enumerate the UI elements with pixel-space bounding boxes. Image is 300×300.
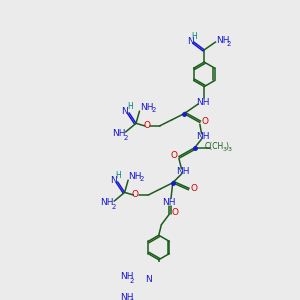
Text: C(CH: C(CH	[204, 142, 224, 152]
Text: 2: 2	[112, 204, 116, 210]
Text: NH: NH	[112, 129, 125, 138]
Text: NH: NH	[216, 36, 229, 45]
Text: ): )	[226, 142, 229, 152]
Text: H: H	[192, 32, 197, 41]
Text: NH: NH	[128, 172, 142, 181]
Text: O: O	[202, 117, 208, 126]
Text: 3: 3	[222, 147, 226, 152]
Text: NH: NH	[100, 198, 114, 207]
Text: 3: 3	[228, 147, 232, 152]
Text: O: O	[172, 208, 179, 217]
Text: NH: NH	[120, 293, 133, 300]
Text: N: N	[121, 106, 128, 116]
Text: N: N	[145, 275, 152, 284]
Text: O: O	[143, 121, 150, 130]
Text: NH: NH	[163, 197, 176, 206]
Text: 2: 2	[226, 41, 231, 47]
Text: 2: 2	[129, 299, 134, 300]
Text: 2: 2	[151, 107, 156, 113]
Text: N: N	[110, 176, 117, 184]
Text: NH: NH	[196, 98, 210, 107]
Text: NH: NH	[196, 132, 209, 141]
Text: H: H	[116, 171, 122, 180]
Text: NH: NH	[176, 167, 190, 176]
Text: O: O	[190, 184, 197, 194]
Text: 2: 2	[123, 135, 128, 141]
Text: 2: 2	[140, 176, 144, 182]
Text: NH: NH	[140, 103, 153, 112]
Text: O: O	[132, 190, 139, 199]
Text: H: H	[127, 102, 133, 111]
Text: N: N	[187, 37, 194, 46]
Text: NH: NH	[120, 272, 133, 281]
Text: O: O	[170, 151, 177, 160]
Text: 2: 2	[129, 278, 134, 284]
